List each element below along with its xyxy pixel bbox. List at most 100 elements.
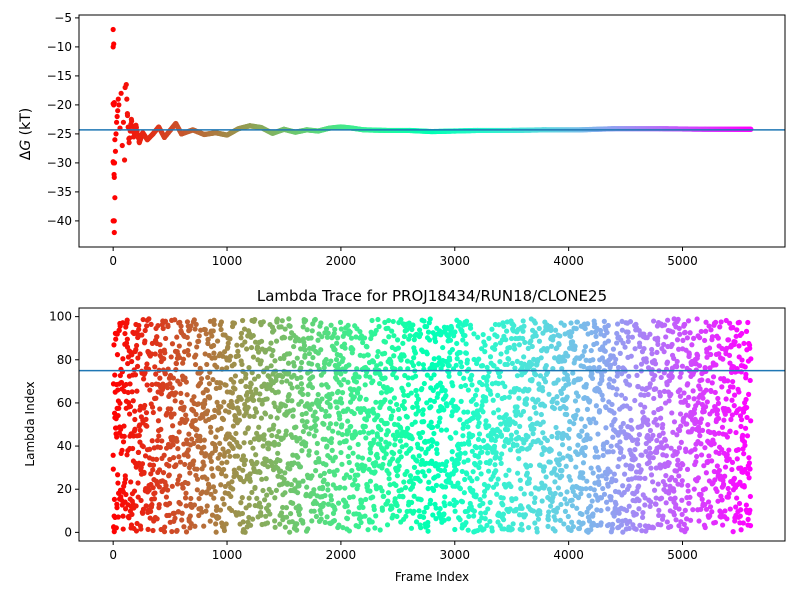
lambda-point <box>452 526 458 533</box>
lambda-point <box>331 330 337 337</box>
lambda-point <box>558 491 564 497</box>
lambda-point <box>697 386 703 392</box>
lambda-point <box>576 525 583 532</box>
lambda-point <box>204 387 210 394</box>
lambda-point <box>225 340 231 346</box>
lambda-point <box>209 333 215 339</box>
lambda-point <box>166 472 172 478</box>
lambda-point <box>152 351 158 357</box>
lambda-point <box>262 411 269 417</box>
lambda-point <box>649 366 655 373</box>
lambda-point <box>459 468 465 475</box>
lambda-point <box>178 323 184 329</box>
lambda-point <box>496 322 502 328</box>
lambda-point <box>433 505 439 511</box>
lambda-point <box>418 497 424 503</box>
lambda-point <box>302 347 308 353</box>
lambda-point <box>627 518 633 524</box>
lambda-point <box>542 483 548 489</box>
lambda-point <box>608 494 614 500</box>
lambda-point <box>416 508 422 514</box>
lambda-point <box>625 329 631 335</box>
lambda-point <box>601 491 608 497</box>
lambda-point <box>281 476 287 482</box>
lambda-point <box>246 502 252 508</box>
lambda-point <box>386 476 392 482</box>
lambda-point <box>460 425 466 431</box>
lambda-point <box>501 526 507 532</box>
lambda-point <box>545 517 551 523</box>
lambda-point <box>111 342 117 348</box>
lambda-point <box>608 443 614 449</box>
delta-g-point <box>113 119 120 125</box>
lambda-point <box>356 386 362 392</box>
lambda-point <box>213 529 219 535</box>
lambda-point <box>205 340 211 347</box>
lambda-point <box>627 319 634 325</box>
lambda-point <box>598 520 604 526</box>
lambda-point <box>410 322 416 328</box>
delta-g-point <box>111 160 118 166</box>
lambda-point <box>396 508 403 514</box>
lambda-point <box>343 438 349 444</box>
lambda-point <box>661 388 668 394</box>
lambda-point <box>421 318 427 324</box>
lambda-point <box>593 403 599 409</box>
lambda-point <box>136 322 142 329</box>
lambda-point <box>573 464 579 470</box>
lambda-point <box>178 399 184 406</box>
lambda-point <box>702 501 708 508</box>
lambda-point <box>223 521 229 527</box>
delta-g-panel: 0 1000 2000 3000 4000 5000 −40−35−30−25−20−15… <box>18 11 786 268</box>
lambda-point <box>529 361 535 367</box>
lambda-point <box>192 417 199 424</box>
lambda-point <box>208 491 214 497</box>
delta-g-point <box>224 132 230 138</box>
lambda-point <box>456 446 462 452</box>
lambda-point <box>329 447 335 453</box>
lambda-point <box>120 526 126 532</box>
lambda-point <box>740 432 746 438</box>
lambda-point <box>315 391 321 398</box>
lambda-point <box>349 467 355 474</box>
y-tick-label: −30 <box>47 156 72 170</box>
lambda-point <box>412 350 419 356</box>
lambda-point <box>738 423 744 430</box>
lambda-point <box>513 496 519 502</box>
lambda-point <box>434 446 440 453</box>
lambda-point <box>195 401 202 407</box>
delta-g-point <box>131 134 137 140</box>
lambda-point <box>482 488 488 495</box>
lambda-point <box>315 337 321 343</box>
lambda-point <box>636 462 642 469</box>
lambda-point <box>645 432 651 439</box>
lambda-point <box>653 416 659 423</box>
lambda-point <box>243 371 249 377</box>
lambda-point <box>126 515 132 521</box>
lambda-point <box>209 466 215 472</box>
lambda-point <box>311 433 317 439</box>
lambda-point <box>495 407 501 413</box>
lambda-point <box>636 432 643 438</box>
lambda-point <box>563 405 569 411</box>
lambda-point <box>374 433 381 439</box>
lambda-point <box>218 326 224 333</box>
lambda-point <box>252 339 259 345</box>
lambda-point <box>231 320 238 326</box>
lambda-point <box>738 417 745 423</box>
lambda-point <box>122 506 129 512</box>
lambda-point <box>348 423 354 430</box>
delta-g-y-label: ΔG (kT) <box>18 108 34 160</box>
lambda-point <box>556 462 562 468</box>
lambda-point <box>182 461 188 468</box>
lambda-point <box>443 392 449 399</box>
lambda-point <box>382 375 388 381</box>
lambda-point <box>356 374 362 380</box>
lambda-point <box>148 321 154 327</box>
lambda-point <box>588 527 594 533</box>
lambda-point <box>465 457 471 463</box>
lambda-point <box>188 495 194 502</box>
lambda-point <box>248 344 255 351</box>
delta-g-point <box>338 124 344 130</box>
lambda-point <box>502 383 508 390</box>
